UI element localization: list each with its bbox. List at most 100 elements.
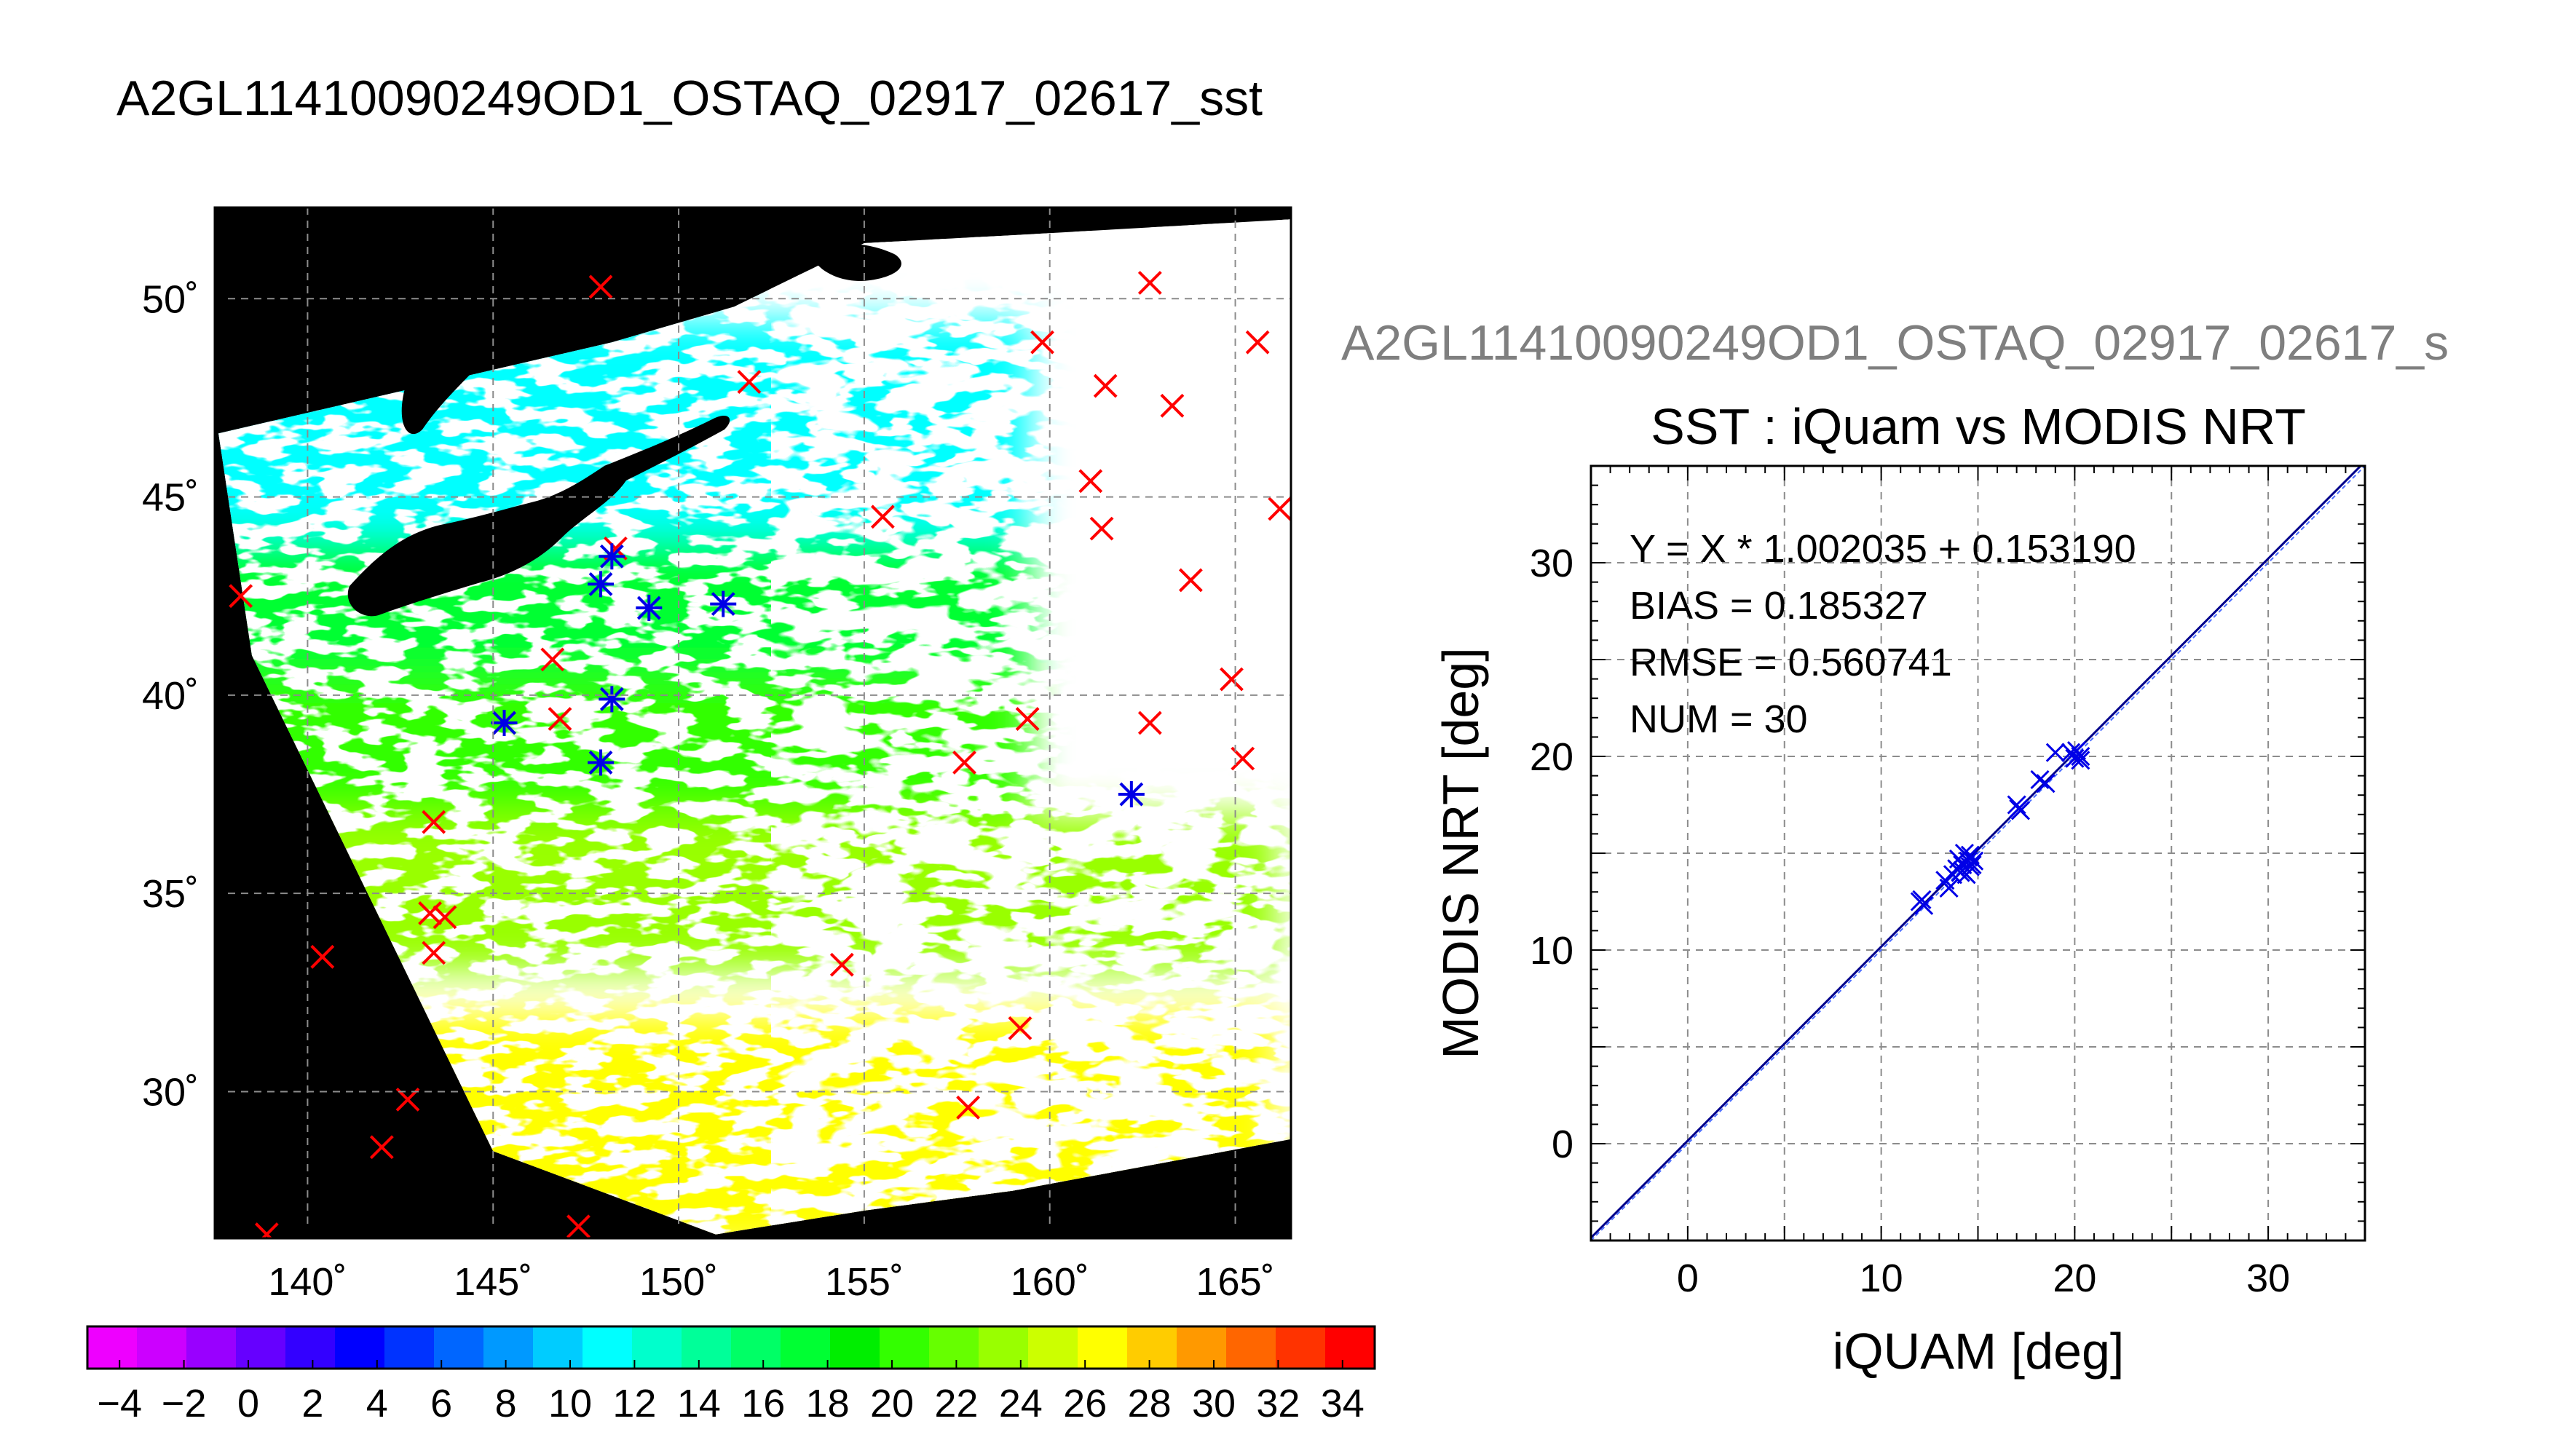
colorbar-tick-label: 32 — [1256, 1382, 1300, 1425]
red-x-marker — [956, 1095, 981, 1120]
red-x-marker — [1178, 568, 1203, 593]
scatter-point — [1953, 855, 1972, 875]
scatter-point — [1914, 895, 1934, 915]
colorbar-swatch — [483, 1326, 534, 1369]
scatter-x-tick-label: 10 — [1860, 1257, 1903, 1300]
stats-annotation: BIAS = 0.185327 — [1630, 584, 1928, 628]
map-axes: 140˚ 145˚ 150˚ 155˚ 160˚ 165˚ 30˚ 35˚ 40˚ 45˚ 50˚ — [142, 277, 1275, 1304]
red-x-marker — [254, 1222, 279, 1238]
red-x-marker — [540, 647, 565, 672]
colorbar-tick-label: 0 — [237, 1382, 259, 1425]
scatter-point — [2036, 774, 2056, 794]
map-x-tick-label: 150˚ — [639, 1260, 718, 1304]
blue-asterisk-marker — [636, 595, 663, 622]
blue-asterisk-marker — [491, 710, 518, 736]
map-y-tick-label: 30˚ — [142, 1070, 199, 1114]
scatter-y-tick-label: 30 — [1530, 542, 1573, 585]
map-y-tick-label: 40˚ — [142, 674, 199, 718]
colorbar-swatch — [1028, 1326, 1078, 1369]
scatter-point — [1912, 890, 1932, 909]
stats-annotation: NUM = 30 — [1630, 697, 1808, 741]
colorbar-tick-label: −4 — [97, 1382, 142, 1425]
colorbar-tick-label: 4 — [366, 1382, 388, 1425]
scatter-point — [1959, 847, 1978, 867]
red-x-marker — [310, 944, 335, 969]
scatter-y-label: MODIS NRT [deg] — [1432, 647, 1489, 1059]
colorbar-frame — [86, 1325, 1376, 1370]
blue-asterisk-marker — [588, 749, 615, 776]
map-y-tick-label: 35˚ — [142, 872, 199, 916]
colorbar-tick-label: 18 — [806, 1382, 850, 1425]
map-frame — [213, 206, 1292, 1240]
colorbar-tick-label: 10 — [548, 1382, 592, 1425]
scatter-point — [2066, 740, 2087, 761]
blue-asterisk-marker — [588, 571, 615, 598]
scatter-point — [2061, 743, 2081, 762]
stats-annotation: RMSE = 0.560741 — [1630, 641, 1952, 684]
scatter-x-tick-label: 0 — [1677, 1257, 1699, 1300]
colorbar-tick-label: 20 — [870, 1382, 914, 1425]
red-x-marker — [952, 751, 976, 775]
stats-annotations: Y = X * 1.002035 + 0.153190 BIAS = 0.1853… — [1630, 527, 2136, 741]
scatter-point — [1964, 851, 1984, 871]
colorbar-swatch — [137, 1326, 187, 1369]
kuril-islands-shape — [604, 415, 730, 480]
colorbar-tick-label: 26 — [1063, 1382, 1107, 1425]
blue-asterisk-marker — [599, 686, 625, 713]
colorbar-tick-label: 2 — [301, 1382, 323, 1425]
colorbar-tick-label: 6 — [430, 1382, 452, 1425]
scatter-point — [2045, 743, 2065, 762]
red-x-marker — [1015, 707, 1040, 731]
red-x-marker — [737, 370, 762, 395]
regression-line — [1591, 466, 2363, 1239]
colorbar-swatch — [1127, 1326, 1177, 1369]
colorbar-swatch — [731, 1326, 781, 1369]
map-x-tick-label: 160˚ — [1011, 1260, 1089, 1304]
scatter-x-label: iQUAM [deg] — [1833, 1323, 2125, 1380]
kamchatka-land-shape — [816, 243, 901, 281]
colorbar-swatch — [384, 1326, 435, 1369]
scatter-point — [2030, 769, 2050, 789]
scatter-points — [1910, 740, 2090, 915]
colorbar-tick-label: 28 — [1128, 1382, 1172, 1425]
scatter-point — [2071, 751, 2090, 770]
colorbar-swatch — [1078, 1326, 1128, 1369]
colorbar-tick-label: 24 — [999, 1382, 1043, 1425]
colorbar-swatch — [880, 1326, 930, 1369]
colorbar-swatch — [285, 1326, 336, 1369]
scatter-point — [2009, 799, 2029, 818]
red-x-marker — [566, 1214, 591, 1238]
colorbar-swatch — [781, 1326, 831, 1369]
sst-map-panel: 140˚ 145˚ 150˚ 155˚ 160˚ 165˚ 30˚ 35˚ 40˚ 45˚ 50˚ — [142, 206, 1292, 1304]
blue-asterisk-marker — [710, 590, 737, 617]
colorbar-tick-label: 34 — [1321, 1382, 1365, 1425]
scatter-y-tick-label: 10 — [1530, 929, 1573, 973]
colorbar-tick-label: 30 — [1192, 1382, 1236, 1425]
red-x-marker — [548, 707, 572, 731]
scatter-y-tick-label: 20 — [1530, 735, 1573, 779]
hokkaido-land-shape — [347, 463, 628, 617]
colorbar-tick-label: −2 — [162, 1382, 207, 1425]
red-x-marker — [1268, 496, 1291, 521]
colorbar-swatch — [682, 1326, 732, 1369]
scatter-point — [2071, 746, 2090, 767]
scatter-axes: 0 10 20 30 0 10 20 30 — [1530, 465, 2366, 1300]
red-x-marker — [1137, 711, 1162, 735]
map-y-tick-label: 50˚ — [142, 277, 199, 321]
map-y-tick-label: 45˚ — [142, 476, 199, 520]
scatter-x-tick-label: 30 — [2246, 1257, 2290, 1300]
scatter-point — [1953, 860, 1972, 881]
red-x-marker — [1220, 667, 1244, 692]
red-x-marker — [1030, 330, 1054, 355]
red-x-marker — [1137, 271, 1162, 295]
colorbar-swatch — [929, 1326, 979, 1369]
red-x-marker — [588, 274, 613, 299]
main-title: A2GL11410090249OD1_OSTAQ_02917_02617_sst — [117, 71, 1263, 126]
cloud-overlay-east — [771, 219, 1291, 1235]
colorbar-tick-label: 8 — [495, 1382, 517, 1425]
scatter-panel: SST : iQuam vs MODIS NRT 0 10 20 300102030 … — [1432, 398, 2366, 1380]
map-grid — [215, 207, 1291, 1238]
colorbar-tick-label: 16 — [741, 1382, 785, 1425]
colorbar-swatch — [1276, 1326, 1326, 1369]
red-x-marker — [418, 901, 443, 925]
